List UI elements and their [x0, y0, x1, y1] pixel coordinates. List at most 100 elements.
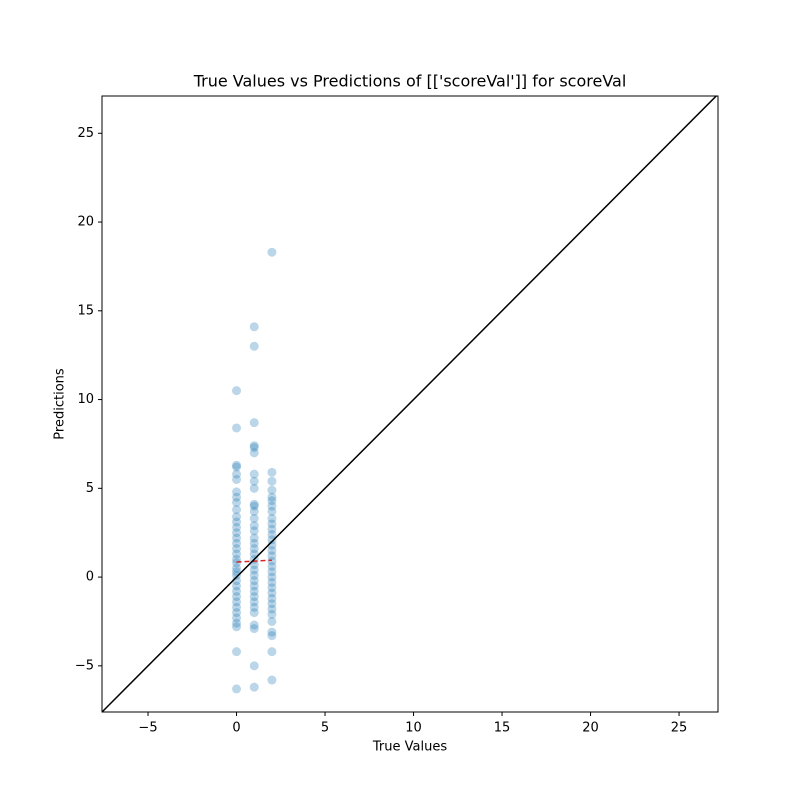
point: [232, 522, 242, 532]
y-tick-label: −5: [75, 658, 94, 673]
point: [232, 460, 242, 470]
point: [232, 618, 242, 628]
x-tick-label: 20: [582, 721, 599, 736]
point: [232, 613, 242, 623]
point: [267, 524, 277, 534]
point: [249, 538, 259, 548]
point: [267, 535, 277, 545]
point: [249, 499, 259, 509]
point: [249, 476, 259, 486]
point: [249, 597, 259, 607]
point: [232, 474, 242, 484]
point: [267, 604, 277, 614]
point: [232, 487, 242, 497]
point: [232, 462, 242, 472]
point: [267, 529, 277, 539]
point: [267, 572, 277, 582]
point: [249, 526, 259, 536]
point: [267, 647, 277, 657]
point: [267, 577, 277, 587]
y-axis-label: Predictions: [53, 368, 68, 440]
point: [249, 570, 259, 580]
point: [232, 386, 242, 396]
point: [249, 441, 259, 451]
point: [232, 647, 242, 657]
point: [267, 583, 277, 593]
point: [267, 588, 277, 598]
y-tick-label: 10: [77, 392, 94, 407]
point: [232, 581, 242, 591]
point: [232, 597, 242, 607]
point: [232, 512, 242, 522]
point: [249, 620, 259, 630]
point: [249, 624, 259, 634]
point: [249, 322, 259, 332]
point: [249, 661, 259, 671]
point: [232, 498, 242, 508]
point: [267, 627, 277, 637]
point: [267, 556, 277, 566]
point: [249, 448, 259, 458]
point: [267, 501, 277, 511]
point: [249, 602, 259, 612]
point: [249, 565, 259, 575]
point: [267, 551, 277, 561]
point: [267, 593, 277, 603]
point: [232, 608, 242, 618]
y-tick-label: 5: [86, 481, 94, 496]
point: [232, 423, 242, 433]
x-tick-label: 0: [232, 721, 240, 736]
point: [267, 631, 277, 641]
point: [249, 501, 259, 511]
point: [267, 545, 277, 555]
point: [232, 505, 242, 515]
x-tick-label: −5: [138, 721, 157, 736]
point: [232, 558, 242, 568]
point: [267, 609, 277, 619]
y-tick-label: 15: [77, 303, 94, 318]
chart-title: True Values vs Predictions of [['scoreVa…: [193, 72, 627, 91]
point: [232, 492, 242, 502]
fit-line: [236, 559, 272, 563]
x-tick-label: 5: [321, 721, 329, 736]
point: [249, 576, 259, 586]
point: [267, 506, 277, 516]
point: [232, 622, 242, 632]
identity-line: [102, 96, 718, 712]
point: [249, 521, 259, 531]
x-tick-label: 15: [494, 721, 511, 736]
point: [232, 684, 242, 694]
point: [232, 563, 242, 573]
point: [232, 544, 242, 554]
point: [249, 592, 259, 602]
point: [232, 538, 242, 548]
point: [249, 341, 259, 351]
point: [267, 561, 277, 571]
point: [267, 514, 277, 524]
point: [267, 616, 277, 626]
point: [232, 592, 242, 602]
point: [249, 442, 259, 452]
plot-frame: [101, 95, 719, 713]
point: [267, 476, 277, 486]
point: [267, 675, 277, 685]
point: [232, 528, 242, 538]
plot-area: [102, 96, 718, 712]
point: [267, 496, 277, 506]
point: [249, 544, 259, 554]
x-tick-label: 25: [671, 721, 688, 736]
x-axis-label: True Values: [372, 740, 447, 755]
point: [249, 533, 259, 543]
point: [249, 586, 259, 596]
point: [249, 418, 259, 428]
x-tick-label: 10: [405, 721, 422, 736]
y-tick-label: 0: [86, 570, 94, 585]
point: [249, 469, 259, 479]
point: [249, 514, 259, 524]
point: [267, 247, 277, 257]
point: [232, 602, 242, 612]
point: [249, 682, 259, 692]
point: [249, 483, 259, 493]
point: [232, 549, 242, 559]
